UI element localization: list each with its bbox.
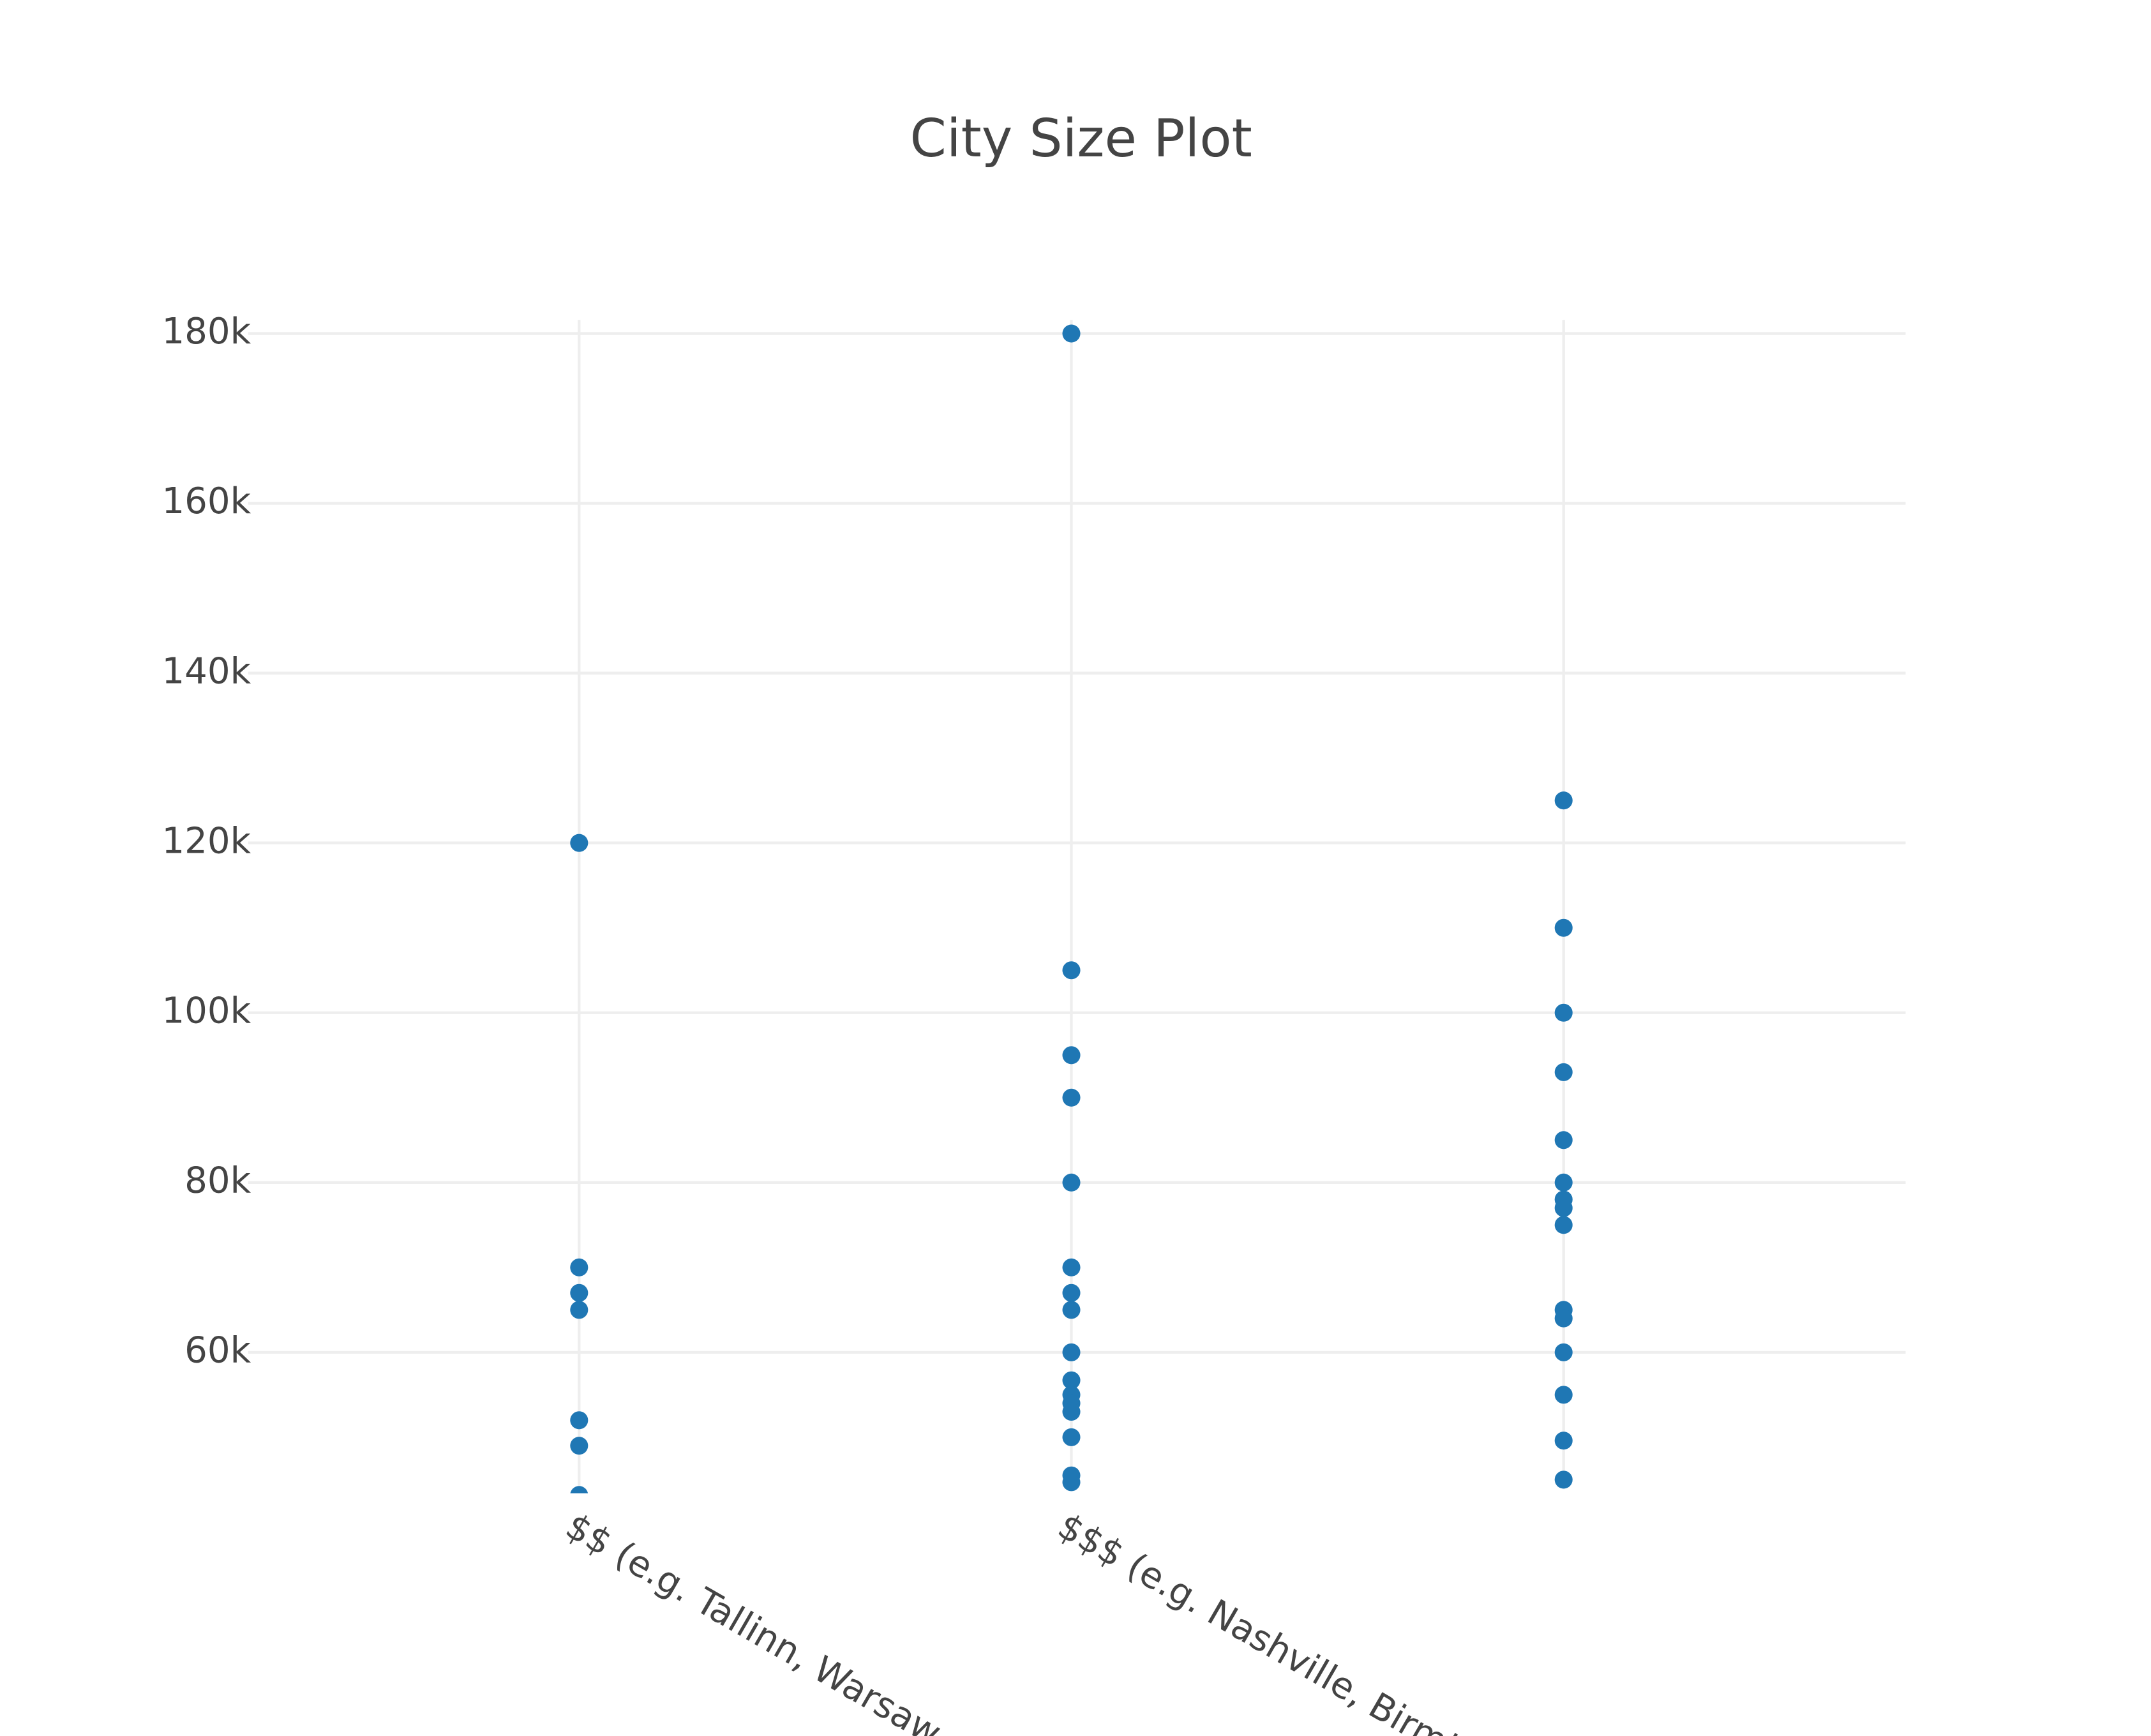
point bbox=[1062, 1283, 1081, 1302]
plot-area bbox=[570, 324, 1573, 1493]
point bbox=[1062, 1371, 1081, 1389]
point bbox=[570, 1437, 588, 1455]
point bbox=[1062, 1173, 1081, 1192]
point bbox=[570, 1411, 588, 1430]
x-tick-label: $$ (e.g. Tallinn, Warsaw, B bbox=[558, 1506, 989, 1736]
point bbox=[1554, 791, 1573, 810]
point bbox=[1062, 1046, 1081, 1065]
point bbox=[1062, 1258, 1081, 1276]
point bbox=[570, 1301, 588, 1319]
chart-title: City Size Plot bbox=[910, 108, 1252, 169]
y-tick-label: 140k bbox=[161, 650, 251, 692]
point bbox=[1062, 1402, 1081, 1421]
point bbox=[1554, 1063, 1573, 1081]
point bbox=[1554, 1131, 1573, 1149]
point bbox=[570, 1283, 588, 1302]
point bbox=[1554, 1343, 1573, 1361]
y-tick-label: 80k bbox=[184, 1160, 251, 1201]
point bbox=[1554, 1470, 1573, 1489]
point bbox=[570, 834, 588, 852]
point bbox=[1062, 324, 1081, 343]
point bbox=[1554, 1199, 1573, 1217]
point bbox=[1062, 1088, 1081, 1107]
point bbox=[1062, 961, 1081, 980]
point bbox=[1062, 1301, 1081, 1319]
point bbox=[1554, 918, 1573, 937]
point bbox=[1554, 1386, 1573, 1404]
point bbox=[1554, 1216, 1573, 1234]
point bbox=[1554, 1432, 1573, 1450]
grid bbox=[248, 320, 1906, 1490]
y-tick-label: 100k bbox=[161, 990, 251, 1031]
point bbox=[1554, 1309, 1573, 1328]
point bbox=[1062, 1428, 1081, 1446]
point bbox=[1062, 1343, 1081, 1361]
point bbox=[570, 1258, 588, 1276]
point bbox=[1554, 1173, 1573, 1192]
y-tick-label: 60k bbox=[184, 1329, 251, 1371]
x-tick-label: $$$ (e.g. Nashville, Birmin bbox=[1051, 1506, 1483, 1736]
y-tick-label: 180k bbox=[161, 311, 251, 352]
y-tick-label: 120k bbox=[161, 820, 251, 862]
point bbox=[1062, 1473, 1081, 1492]
y-tick-label: 160k bbox=[161, 481, 251, 522]
point bbox=[1554, 1003, 1573, 1022]
point bbox=[570, 1486, 588, 1493]
